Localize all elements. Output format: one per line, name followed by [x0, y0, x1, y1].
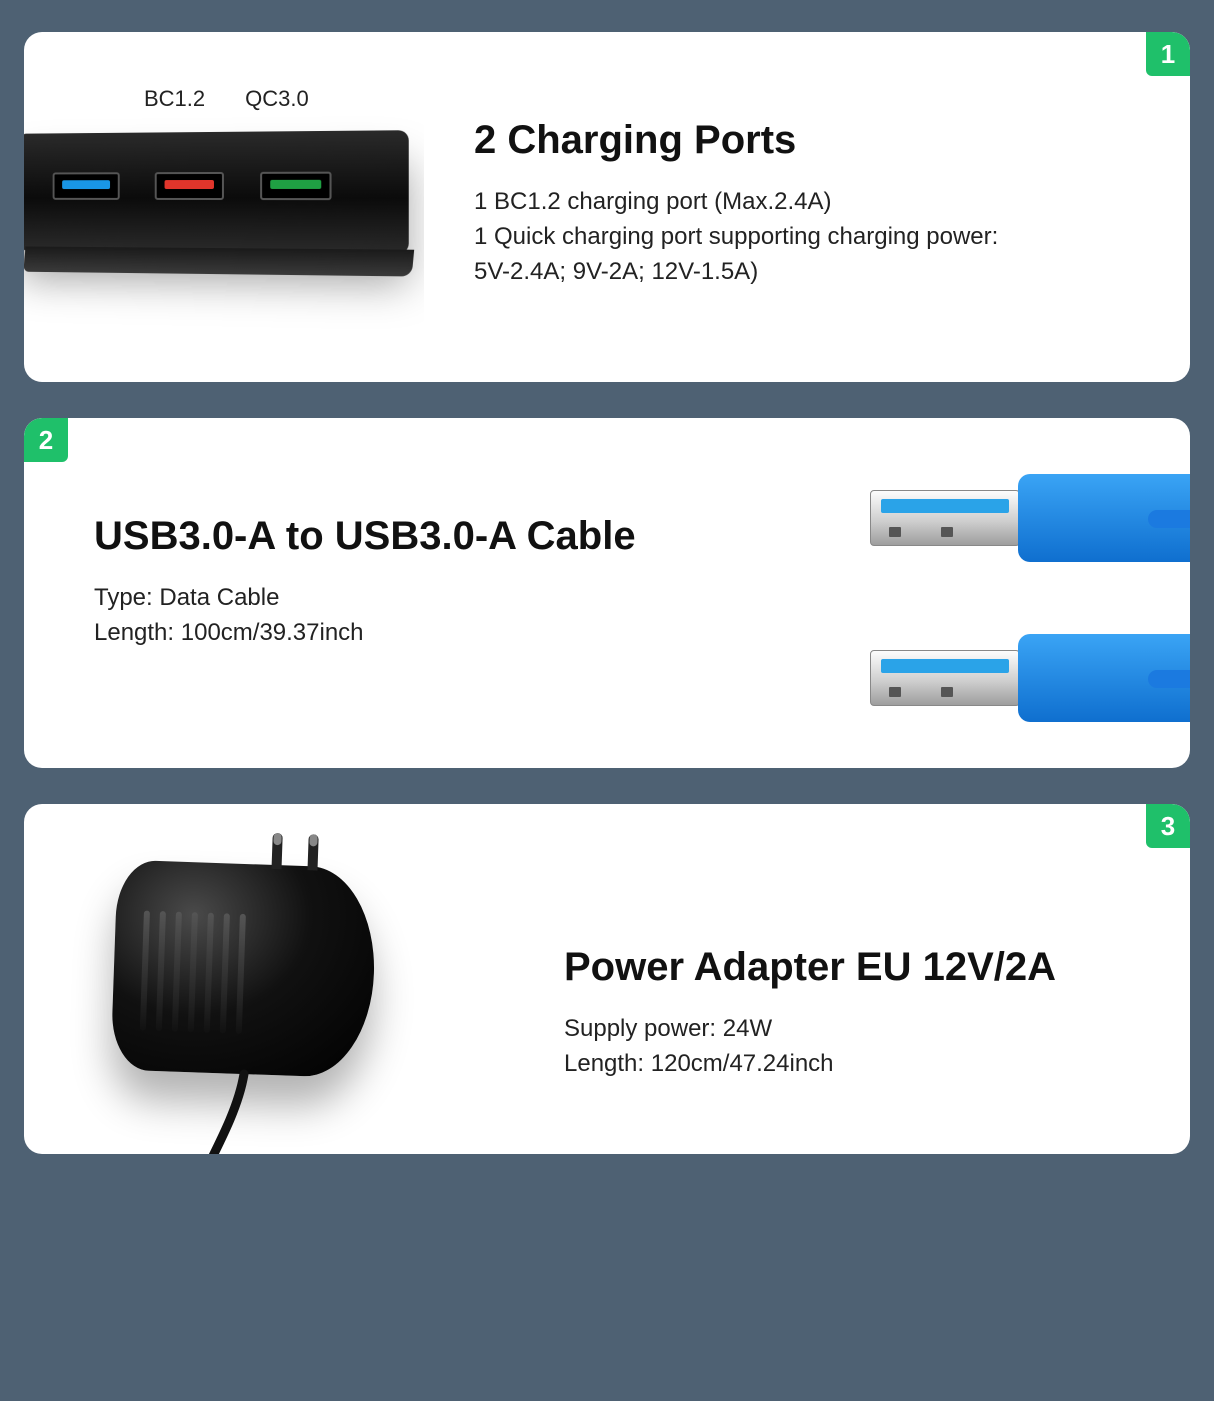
power-adapter-illustration	[64, 834, 524, 1154]
card-desc-line: Supply power: 24W	[564, 1012, 1150, 1047]
card-title: 2 Charging Ports	[474, 117, 1150, 163]
card-title: USB3.0-A to USB3.0-A Cable	[94, 513, 654, 559]
card-badge: 3	[1146, 804, 1190, 848]
power-cord-icon	[64, 834, 524, 1154]
usb-hub-icon	[24, 130, 409, 254]
usb-port-icon	[260, 172, 331, 201]
usb-a-connector-icon	[870, 618, 1190, 738]
card-desc-line: Type: Data Cable	[94, 581, 654, 616]
port-label-bc12: BC1.2	[144, 86, 205, 112]
usb-port-icon	[155, 172, 224, 200]
card-badge: 1	[1146, 32, 1190, 76]
card-title: Power Adapter EU 12V/2A	[564, 944, 1150, 990]
usb-a-connector-icon	[870, 458, 1190, 578]
feature-card-3: 3 Power Adapter EU 12V/2A Supply power: …	[24, 804, 1190, 1154]
card-desc-line: 1 Quick charging port supporting chargin…	[474, 220, 1150, 255]
card-badge: 2	[24, 418, 68, 462]
feature-card-1: 1 BC1.2 QC3.0 2 Charging Ports 1 BC1.2 c…	[24, 32, 1190, 382]
port-label-qc30: QC3.0	[245, 86, 309, 112]
card-desc-line: 1 BC1.2 charging port (Max.2.4A)	[474, 185, 1150, 220]
card-desc-line: 5V-2.4A; 9V-2A; 12V-1.5A)	[474, 255, 1150, 290]
feature-card-2: 2 USB3.0-A to USB3.0-A Cable Type: Data …	[24, 418, 1190, 768]
card-desc-line: Length: 100cm/39.37inch	[94, 616, 654, 651]
usb-port-icon	[53, 172, 120, 200]
hub-illustration: BC1.2 QC3.0	[24, 32, 424, 382]
usb-cable-illustration	[690, 418, 1190, 768]
card-desc-line: Length: 120cm/47.24inch	[564, 1047, 1150, 1082]
